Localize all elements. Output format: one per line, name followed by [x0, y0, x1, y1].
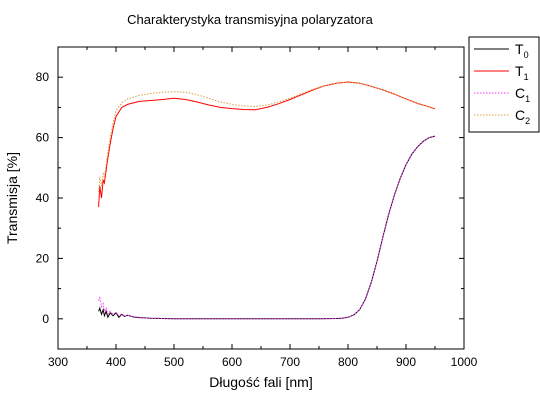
y-tick-label: 80 — [36, 70, 50, 84]
x-tick-label: 800 — [338, 355, 358, 369]
x-tick-label: 700 — [280, 355, 300, 369]
x-tick-label: 600 — [222, 355, 242, 369]
series-line-t1 — [98, 81, 436, 208]
y-tick-label: 40 — [36, 191, 50, 205]
x-axis-ticks: 300 400 500 600 700 800 900 1000 — [48, 47, 478, 369]
series-line-c2 — [98, 81, 436, 193]
chart-title: Charakterystyka transmisyjna polaryzator… — [127, 12, 373, 27]
y-tick-label: 60 — [36, 131, 50, 145]
x-tick-label: 400 — [106, 355, 126, 369]
y-axis-title: Transmisja [%] — [4, 152, 20, 244]
legend-box — [468, 36, 540, 133]
x-tick-label: 1000 — [451, 355, 478, 369]
x-tick-label: 300 — [48, 355, 68, 369]
series-line-c1 — [98, 135, 436, 320]
series-line-t0 — [98, 135, 436, 320]
x-tick-label: 500 — [164, 355, 184, 369]
x-tick-label: 900 — [396, 355, 416, 369]
series-layer — [98, 81, 436, 320]
y-tick-label: 20 — [36, 251, 50, 265]
y-tick-label: 0 — [42, 312, 49, 326]
plot-area — [57, 46, 465, 350]
x-axis-title: Długość fali [nm] — [209, 374, 312, 390]
y-axis-ticks: 0 20 40 60 80 — [36, 46, 464, 350]
